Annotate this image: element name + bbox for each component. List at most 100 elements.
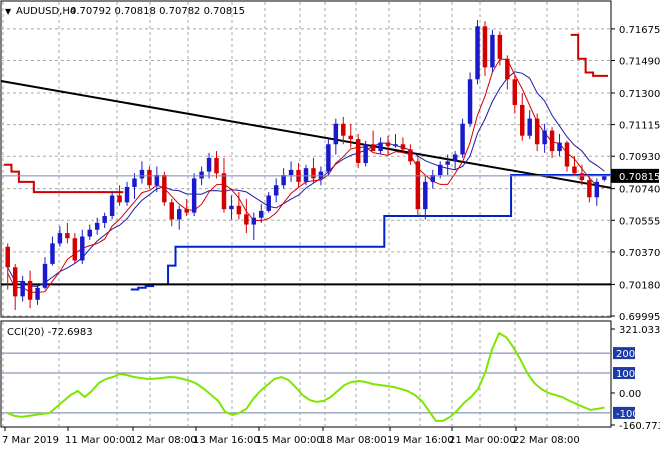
candle-body: [244, 214, 249, 225]
candle: [147, 166, 152, 189]
candle: [378, 137, 383, 155]
candle: [333, 118, 339, 155]
candle-body: [385, 142, 391, 146]
candle: [236, 192, 242, 220]
candle-body: [437, 164, 443, 176]
cci-pane[interactable]: 321.0335 200 100 0.00 -100-160.7732 CCI(20) …: [0, 320, 660, 432]
candle-body: [579, 173, 585, 181]
candle: [20, 275, 25, 302]
trendlines: [0, 80, 612, 286]
cci-tick-label: 321.0335: [619, 325, 660, 336]
candle: [505, 55, 510, 90]
cci-level-label: 100: [616, 369, 635, 380]
time-tick-label: 12 Mar 08:00: [130, 435, 197, 446]
candle: [109, 192, 115, 220]
candle-body: [341, 123, 346, 136]
current-price-tag: [611, 168, 659, 183]
candle-body: [229, 205, 234, 210]
candle-body: [147, 169, 152, 186]
candle-body: [318, 171, 324, 179]
candle: [154, 166, 160, 193]
candle-body: [236, 205, 242, 215]
candle: [393, 133, 398, 148]
candle: [124, 181, 130, 206]
cci-axis: 321.0335 200 100 0.00 -100-160.7732: [611, 325, 660, 432]
candle: [520, 92, 525, 141]
candle-body: [191, 178, 197, 213]
price-tick-label: 0.71675: [619, 25, 660, 36]
candle-body: [415, 161, 421, 210]
candle-body: [94, 222, 100, 230]
candle: [564, 140, 570, 172]
candle: [542, 123, 547, 153]
candle: [12, 263, 18, 311]
chart-menu-arrow[interactable]: ▼: [5, 7, 12, 16]
candle-body: [378, 142, 383, 152]
candle: [490, 29, 495, 73]
candle-body: [199, 171, 204, 179]
candle: [400, 137, 406, 152]
candles: [5, 20, 607, 311]
candle: [221, 157, 227, 213]
price-pane[interactable]: 0.71675 0.71490 0.71300 0.71115 0.70930 0.707…: [0, 0, 660, 323]
candle: [534, 113, 540, 152]
candle: [251, 212, 257, 240]
price-tick-label: 0.70370: [619, 248, 660, 259]
candle-body: [281, 175, 286, 186]
candle-body: [452, 154, 458, 162]
candle: [475, 20, 480, 85]
cci-grid: [1, 322, 611, 426]
candle-body: [124, 186, 130, 203]
candle-body: [87, 229, 92, 237]
candle-body: [303, 168, 309, 182]
candle-body: [35, 287, 40, 300]
candle-body: [572, 166, 577, 174]
price-tick-label: 0.69995: [619, 312, 660, 323]
candle-body: [542, 130, 547, 145]
candle-body: [214, 157, 219, 174]
price-tick-label: 0.70740: [619, 185, 660, 196]
ma-fast-line: [7, 71, 605, 287]
candle-body: [370, 144, 376, 152]
candle: [460, 118, 465, 158]
candle-body: [132, 178, 137, 187]
candle-body: [221, 173, 227, 210]
candle: [117, 185, 122, 206]
candle-body: [27, 280, 33, 300]
candle-body: [527, 118, 532, 136]
candle: [42, 257, 48, 290]
candle-body: [273, 185, 279, 196]
candle-body: [602, 175, 607, 180]
candle-body: [557, 142, 562, 152]
candle-body: [117, 195, 122, 203]
candle-body: [490, 34, 495, 68]
candle: [27, 270, 33, 309]
candle: [348, 123, 353, 148]
candle-body: [348, 135, 353, 140]
candle: [415, 156, 421, 217]
candle-body: [520, 104, 525, 136]
candle: [423, 175, 428, 220]
candle-body: [311, 168, 316, 179]
symbol-label: AUDUSD,H4: [16, 6, 76, 17]
candle-body: [65, 233, 70, 239]
candle: [162, 171, 167, 206]
candle-body: [475, 26, 480, 80]
ohlc-label: 0.70792 0.70818 0.70782 0.70815: [70, 6, 245, 17]
candle: [184, 198, 189, 217]
cci-level-tag: [613, 367, 635, 380]
candle-body: [80, 236, 85, 261]
candle: [94, 217, 100, 235]
cci-tick-label: 0.00: [619, 389, 641, 400]
candle: [229, 195, 234, 220]
candle: [169, 198, 175, 227]
candle: [467, 72, 473, 128]
candle-body: [206, 157, 212, 172]
candle: [214, 151, 219, 179]
candle-body: [549, 130, 555, 152]
cci-level-label: -100: [616, 409, 639, 420]
candle: [65, 222, 70, 244]
candle-body: [288, 169, 294, 176]
